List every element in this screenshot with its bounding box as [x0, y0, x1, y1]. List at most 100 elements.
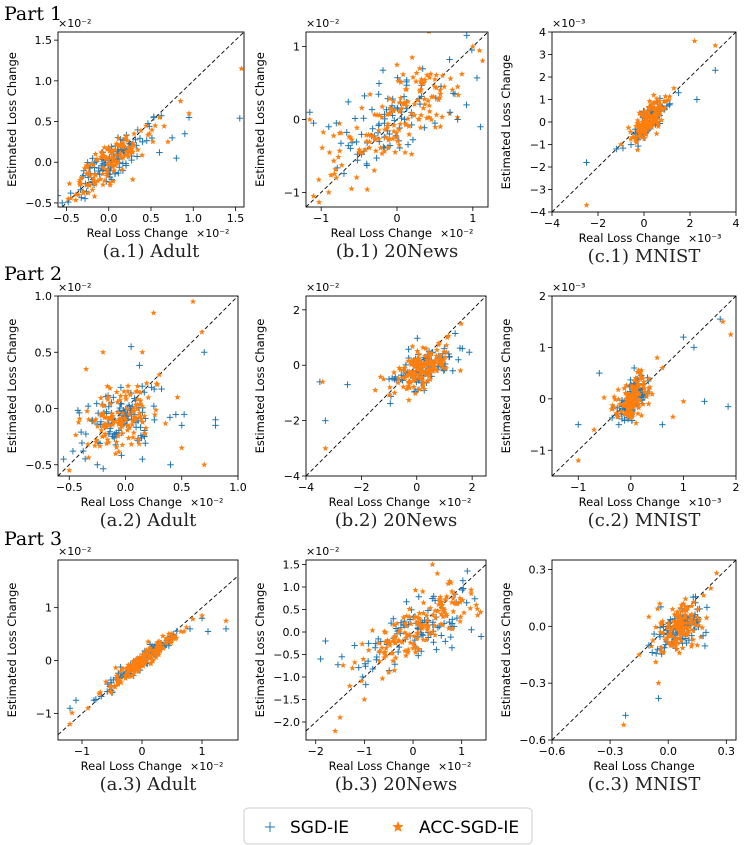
acc-sgd-ie-point — [420, 380, 427, 387]
acc-sgd-ie-point — [183, 624, 190, 631]
acc-sgd-ie-point — [682, 612, 689, 619]
acc-sgd-ie-point — [94, 177, 101, 184]
acc-sgd-ie-point — [469, 43, 476, 50]
acc-sgd-ie-point — [391, 148, 399, 155]
sgd-ie-point — [415, 652, 422, 659]
acc-sgd-ie-point — [431, 362, 438, 369]
acc-sgd-ie-point — [645, 375, 653, 382]
acc-sgd-ie-point — [160, 645, 167, 652]
sgd-ie-point — [699, 632, 707, 639]
acc-sgd-ie-point — [477, 608, 484, 615]
acc-sgd-ie-point — [445, 332, 452, 339]
acc-sgd-ie-point — [371, 167, 378, 174]
acc-sgd-ie-point — [434, 570, 441, 577]
acc-sgd-ie-point — [648, 123, 655, 130]
sgd-ie-point — [369, 125, 376, 132]
acc-sgd-ie-point — [638, 125, 646, 132]
y-tick-label: 2 — [539, 71, 546, 84]
acc-sgd-ie-point — [624, 391, 631, 398]
acc-sgd-ie-point — [393, 129, 400, 136]
sgd-ie-point — [77, 428, 85, 436]
acc-sgd-ie-point — [339, 662, 347, 668]
acc-sgd-ie-point — [441, 606, 448, 613]
acc-sgd-ie-point — [416, 370, 424, 377]
acc-sgd-ie-point — [414, 355, 421, 362]
acc-sgd-ie-point — [384, 111, 391, 118]
acc-sgd-ie-point — [112, 664, 119, 671]
acc-sgd-ie-point — [645, 613, 652, 620]
acc-sgd-ie-point — [408, 371, 416, 378]
sgd-ie-point — [712, 67, 719, 74]
acc-sgd-ie-point — [119, 665, 126, 672]
acc-sgd-ie-point — [378, 644, 386, 651]
acc-sgd-ie-point — [676, 612, 683, 619]
acc-sgd-ie-point — [658, 621, 665, 627]
acc-sgd-ie-point — [379, 103, 386, 110]
acc-sgd-ie-point — [382, 133, 389, 140]
acc-sgd-ie-point — [143, 651, 150, 658]
scatter-area-a2 — [58, 296, 238, 476]
acc-sgd-ie-point — [104, 436, 111, 443]
acc-sgd-ie-point — [101, 144, 108, 151]
acc-sgd-ie-point — [622, 389, 629, 396]
acc-sgd-ie-point — [201, 461, 208, 468]
acc-sgd-ie-point — [129, 421, 136, 428]
acc-sgd-ie-point — [391, 667, 398, 674]
acc-sgd-ie-point — [416, 609, 423, 616]
acc-sgd-ie-point — [120, 143, 127, 150]
acc-sgd-ie-point — [632, 398, 639, 405]
acc-sgd-ie-point — [122, 672, 129, 679]
acc-sgd-ie-point — [130, 670, 137, 677]
acc-sgd-ie-point — [129, 408, 136, 415]
acc-sgd-ie-point — [625, 393, 632, 400]
y-scale-factor: ×10⁻² — [306, 545, 339, 558]
x-tick-label: −0.5 — [53, 212, 80, 225]
acc-sgd-ie-point — [682, 614, 689, 621]
acc-sgd-ie-point — [418, 359, 425, 366]
acc-sgd-ie-point — [679, 628, 687, 635]
acc-sgd-ie-point — [133, 665, 140, 672]
acc-sgd-ie-point — [727, 331, 734, 338]
acc-sgd-ie-point — [629, 383, 636, 390]
sgd-ie-point — [345, 98, 352, 106]
acc-sgd-ie-point — [641, 388, 648, 395]
sgd-ie-point — [325, 123, 332, 130]
sgd-ie-point — [69, 447, 77, 455]
acc-sgd-ie-point — [638, 366, 645, 373]
acc-sgd-ie-point — [119, 418, 126, 425]
acc-sgd-ie-point — [104, 146, 111, 152]
scatter-area-b3 — [306, 561, 486, 734]
acc-sgd-ie-point — [109, 163, 117, 170]
acc-sgd-ie-point — [436, 596, 443, 603]
acc-sgd-ie-point — [117, 668, 124, 675]
y-tick-label: 0.5 — [283, 604, 301, 617]
sgd-ie-point — [317, 655, 324, 663]
y-tick-label: −1 — [530, 444, 546, 457]
acc-sgd-ie-point — [389, 657, 397, 664]
sgd-ie-point — [690, 344, 698, 351]
sgd-ie-point — [80, 447, 87, 455]
acc-sgd-ie-point — [644, 111, 651, 118]
sgd-ie-point — [375, 80, 383, 87]
acc-sgd-ie-point — [684, 629, 692, 636]
acc-sgd-ie-point — [331, 170, 338, 177]
x-tick-label: −1 — [570, 481, 586, 494]
acc-sgd-ie-point — [437, 593, 444, 600]
sgd-ie-point — [99, 465, 107, 472]
acc-sgd-ie-point — [590, 426, 598, 433]
acc-sgd-ie-point — [630, 391, 638, 398]
x-tick-label: 1.0 — [185, 212, 203, 225]
acc-sgd-ie-point — [401, 619, 409, 626]
acc-sgd-ie-point — [157, 641, 165, 648]
acc-sgd-ie-point — [436, 94, 443, 101]
acc-sgd-ie-point — [128, 441, 135, 447]
acc-sgd-ie-point — [327, 171, 335, 178]
acc-sgd-ie-point — [101, 414, 108, 421]
sgd-ie-point — [94, 461, 101, 468]
sgd-ie-point — [415, 593, 422, 600]
acc-sgd-ie-point — [649, 105, 656, 112]
acc-sgd-ie-point — [427, 32, 431, 35]
acc-sgd-ie-point — [81, 165, 88, 172]
acc-sgd-ie-point — [169, 633, 176, 640]
acc-sgd-ie-point — [479, 57, 486, 64]
